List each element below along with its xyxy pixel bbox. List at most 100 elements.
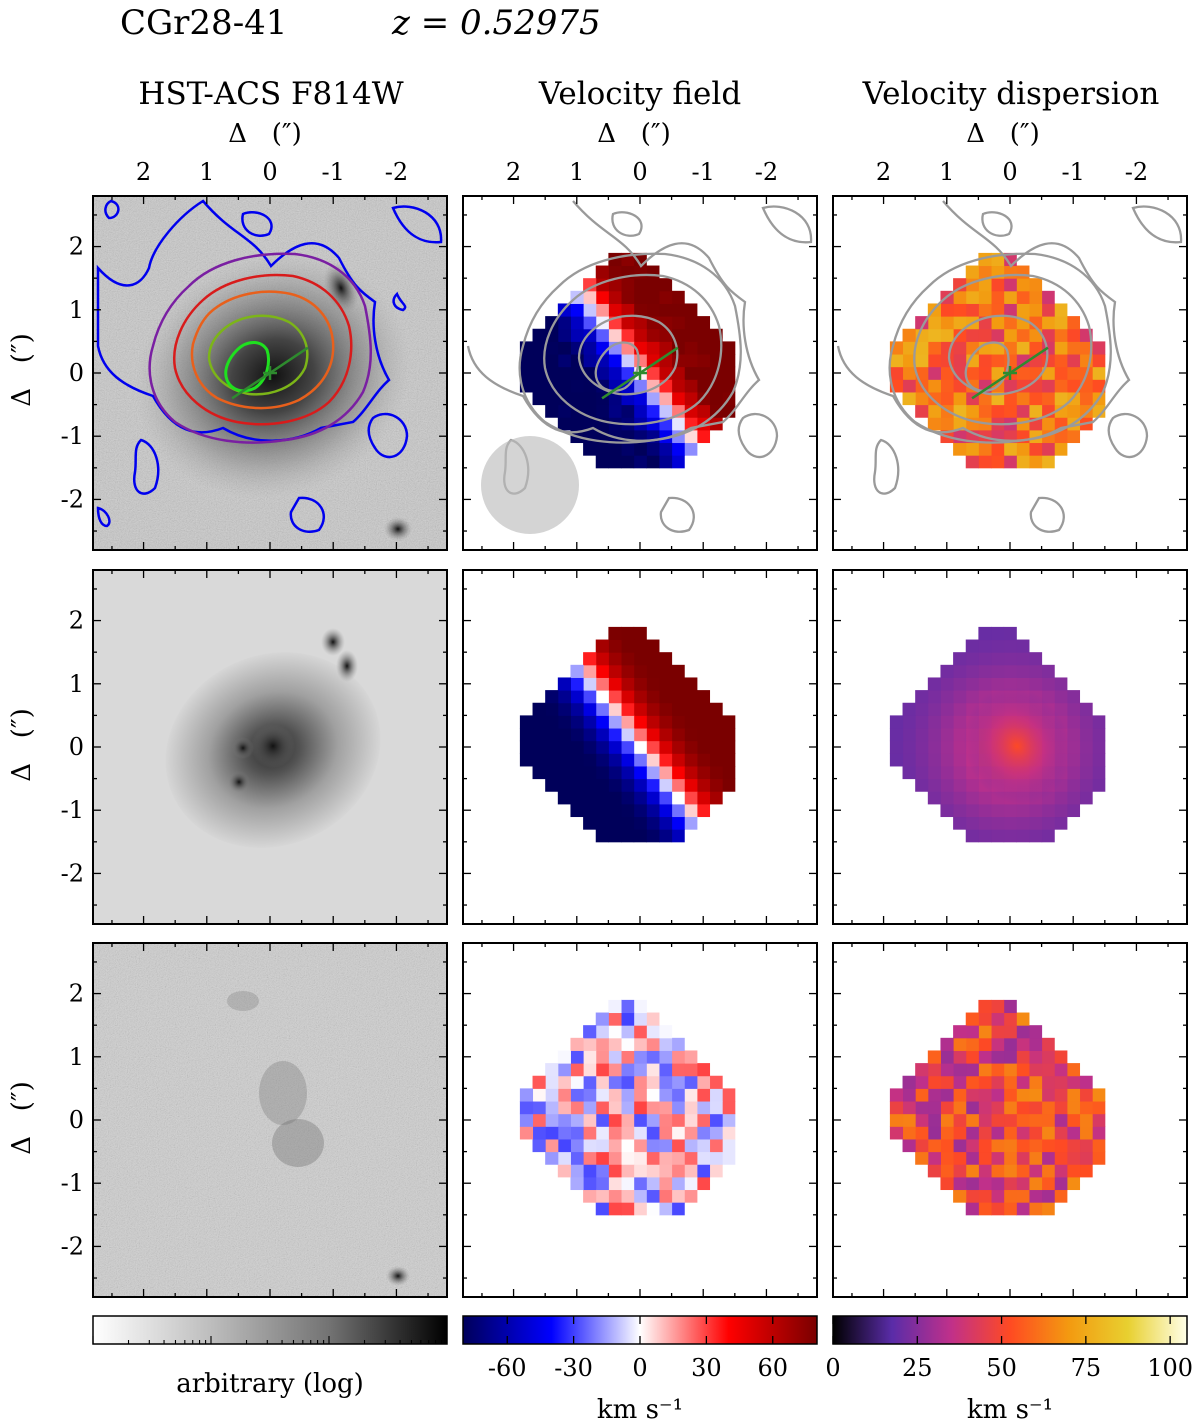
- spaxel: [1028, 391, 1043, 406]
- spaxel: [1092, 728, 1106, 742]
- spaxel: [684, 354, 698, 368]
- spaxel: [633, 391, 647, 406]
- spaxel: [1066, 354, 1081, 368]
- spaxel: [646, 753, 660, 767]
- spaxel: [633, 816, 647, 830]
- spaxel: [595, 1113, 609, 1127]
- spaxel: [519, 740, 534, 754]
- spaxel: [671, 753, 685, 767]
- spaxel: [621, 999, 635, 1014]
- spaxel: [1028, 316, 1043, 330]
- spaxel: [696, 1176, 711, 1191]
- spaxel: [991, 652, 1005, 666]
- spaxel: [1054, 1151, 1068, 1165]
- spaxel: [621, 677, 635, 691]
- spaxel: [583, 278, 597, 292]
- spaxel: [583, 677, 597, 691]
- spaxel: [671, 354, 685, 368]
- spaxel: [608, 702, 622, 716]
- spaxel: [595, 1176, 609, 1191]
- spaxel: [709, 740, 723, 754]
- spaxel: [621, 829, 635, 843]
- spaxel: [646, 328, 660, 342]
- spaxel: [1079, 391, 1093, 406]
- spaxel: [646, 791, 660, 805]
- spaxel: [583, 664, 597, 678]
- spaxel: [902, 740, 916, 754]
- spaxel: [1079, 1164, 1093, 1178]
- spaxel: [633, 765, 647, 780]
- spaxel: [595, 341, 609, 355]
- spaxel: [1028, 829, 1043, 843]
- spaxel: [595, 652, 609, 666]
- spaxel: [633, 1037, 647, 1051]
- spaxel: [1079, 1138, 1093, 1153]
- colorbar-tick-label: 0: [825, 1354, 840, 1382]
- spaxel: [608, 740, 622, 754]
- spaxel: [595, 455, 609, 469]
- spaxel: [671, 1088, 685, 1102]
- spaxel: [1092, 1138, 1106, 1153]
- spaxel: [658, 677, 673, 691]
- spaxel: [978, 1164, 992, 1178]
- spaxel: [1079, 715, 1093, 729]
- x-tick-label: 0: [632, 158, 647, 186]
- spaxel: [608, 1075, 622, 1089]
- spaxel: [608, 278, 622, 292]
- spaxel: [915, 316, 929, 330]
- x-tick-label: -1: [692, 158, 715, 186]
- x-tick-label: 1: [199, 158, 214, 186]
- spaxel: [1016, 1164, 1030, 1178]
- spaxel: [519, 728, 534, 742]
- spaxel: [671, 728, 685, 742]
- spaxel: [915, 740, 929, 754]
- spaxel: [532, 341, 546, 355]
- spaxel: [671, 829, 685, 843]
- spaxel: [1079, 1088, 1093, 1102]
- spaxel: [991, 278, 1005, 292]
- panel-hst-model: [92, 569, 448, 925]
- spaxel: [684, 778, 698, 792]
- isophote-contour: [873, 438, 900, 495]
- spaxel: [978, 1113, 992, 1127]
- spaxel: [595, 1189, 609, 1203]
- spaxel: [595, 778, 609, 792]
- spaxel: [991, 626, 1005, 641]
- spaxel: [696, 1164, 711, 1178]
- spaxel: [646, 1037, 660, 1051]
- spaxel: [991, 1101, 1005, 1115]
- spaxel: [1079, 765, 1093, 780]
- spaxel: [1003, 652, 1017, 666]
- spaxel: [633, 379, 647, 393]
- spaxel: [621, 740, 635, 754]
- spaxel: [557, 328, 571, 342]
- spaxel: [633, 404, 647, 418]
- spaxel: [722, 1101, 736, 1115]
- spaxel: [1066, 1075, 1081, 1089]
- spaxel: [991, 1176, 1005, 1191]
- spaxel: [1079, 740, 1093, 754]
- spaxel: [621, 455, 635, 469]
- spaxel: [696, 1063, 711, 1077]
- spaxel: [978, 1126, 992, 1140]
- spaxel: [671, 740, 685, 754]
- spaxel: [684, 1151, 698, 1165]
- spaxel: [915, 354, 929, 368]
- spaxel: [583, 816, 597, 830]
- spaxel: [608, 341, 622, 355]
- spaxel: [1054, 366, 1068, 380]
- spaxel: [709, 1101, 723, 1115]
- spaxel: [953, 740, 967, 754]
- spaxel: [532, 391, 546, 406]
- spaxel: [889, 753, 904, 767]
- spaxel: [1016, 1138, 1030, 1153]
- spaxel: [1016, 1088, 1030, 1102]
- spaxel: [696, 753, 711, 767]
- spaxel: [953, 1164, 967, 1178]
- y-tick-label: 0: [69, 1106, 84, 1134]
- spaxel: [1028, 1151, 1043, 1165]
- spaxel: [570, 715, 584, 729]
- spaxel: [583, 791, 597, 805]
- spaxel: [978, 1025, 992, 1039]
- spaxel: [633, 1164, 647, 1178]
